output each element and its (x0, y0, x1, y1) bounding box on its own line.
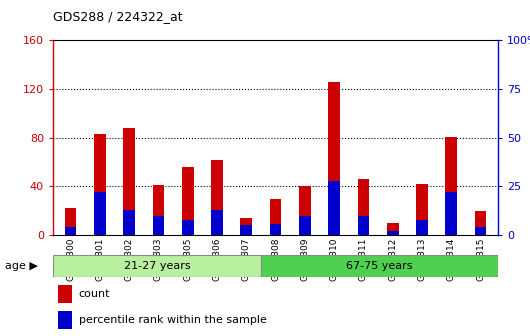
Bar (65, 208, 76, 235)
Bar (94, 192, 105, 235)
Bar (475, 227, 487, 235)
Bar (123, 128, 135, 235)
Text: 21-27 years: 21-27 years (123, 261, 190, 271)
Bar (270, 199, 281, 235)
Bar (153, 216, 164, 235)
Bar (211, 210, 223, 235)
Bar (58, 311, 72, 329)
Bar (358, 216, 369, 235)
Text: count: count (78, 289, 110, 299)
Bar (328, 82, 340, 235)
Bar (53, 255, 261, 277)
Bar (123, 210, 135, 235)
Bar (299, 216, 311, 235)
Text: age ▶: age ▶ (5, 261, 38, 271)
Bar (299, 186, 311, 235)
Bar (416, 184, 428, 235)
Bar (182, 167, 193, 235)
Bar (241, 225, 252, 235)
Bar (475, 211, 487, 235)
Bar (153, 185, 164, 235)
Bar (211, 160, 223, 235)
Bar (182, 220, 193, 235)
Text: 67-75 years: 67-75 years (346, 261, 413, 271)
Bar (416, 220, 428, 235)
Bar (446, 192, 457, 235)
Text: GDS288 / 224322_at: GDS288 / 224322_at (53, 10, 183, 24)
Bar (58, 285, 72, 303)
Bar (94, 134, 105, 235)
Bar (270, 223, 281, 235)
Bar (328, 181, 340, 235)
Bar (241, 218, 252, 235)
Text: percentile rank within the sample: percentile rank within the sample (78, 315, 267, 325)
Bar (387, 231, 399, 235)
Bar (358, 179, 369, 235)
Bar (65, 227, 76, 235)
Bar (387, 223, 399, 235)
Bar (446, 136, 457, 235)
Bar (261, 255, 498, 277)
